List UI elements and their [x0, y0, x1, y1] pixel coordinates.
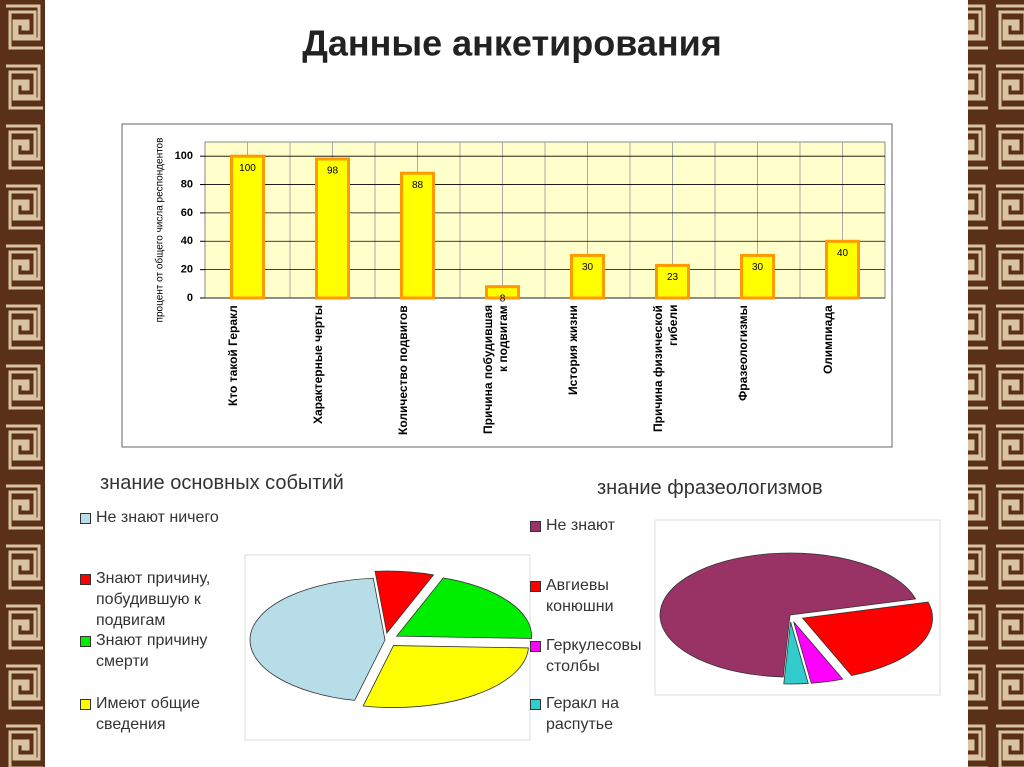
bar: [230, 154, 265, 300]
legend-label: Знают причину, побудившую к подвигам: [96, 570, 211, 629]
pie-slice: [783, 621, 809, 685]
x-tick-label: Причина физической гибели: [650, 305, 680, 432]
legend-swatch: [80, 574, 91, 585]
pie-slice: [374, 570, 435, 634]
x-tick-label: Количество подвигов: [395, 305, 410, 435]
y-tick-label: 40: [181, 235, 193, 247]
legend-swatch: [80, 636, 91, 647]
border-left: [0, 0, 45, 767]
value-label: 98: [327, 166, 339, 177]
legend-swatch: [530, 521, 541, 532]
bar: [570, 253, 605, 300]
bar: [655, 263, 690, 300]
pie-slice: [395, 577, 532, 639]
value-label: 8: [500, 293, 506, 304]
y-tick-label: 20: [181, 264, 193, 276]
x-tick-label: Кто такой Геракл: [225, 305, 240, 406]
bar: [825, 239, 860, 300]
pie-title: знание фразеологизмов: [597, 477, 823, 499]
legend-label: Геркулесовы столбы: [546, 637, 642, 675]
legend-swatch: [530, 641, 541, 652]
y-tick-label: 80: [181, 178, 193, 190]
y-axis-label: процент от общего числа респондентов: [154, 138, 166, 323]
pie-slice: [249, 577, 386, 701]
pie-slice: [793, 621, 844, 684]
pie-title: знание основных событий: [100, 472, 344, 494]
value-label: 100: [239, 163, 256, 174]
legend-label: Не знают ничего: [96, 509, 219, 526]
legend-label: Авгиевы конюшни: [546, 577, 614, 615]
value-label: 30: [752, 262, 764, 273]
bar: [740, 253, 775, 300]
legend-swatch: [80, 513, 91, 524]
bar: [485, 285, 520, 300]
x-tick-label: История жизни: [565, 305, 580, 395]
x-tick-label: Характерные черты: [310, 305, 325, 425]
y-tick-label: 0: [187, 292, 193, 304]
value-label: 30: [582, 262, 594, 273]
pie-slice: [801, 601, 933, 676]
legend-swatch: [80, 699, 91, 710]
pie-slice: [362, 645, 529, 708]
legend-swatch: [530, 581, 541, 592]
value-label: 88: [412, 180, 424, 191]
y-tick-label: 60: [181, 207, 193, 219]
slide-title: Данные анкетирования: [302, 23, 722, 64]
x-tick-label: Олимпиада: [820, 305, 835, 374]
x-tick-label: Фразеологизмы: [735, 305, 750, 401]
value-label: 40: [837, 248, 849, 259]
legend-label: Знают причину смерти: [96, 632, 208, 670]
x-tick-label: Причина побудившая к подвигам: [480, 305, 510, 435]
bar: [315, 157, 350, 300]
legend-label: Не знают: [546, 517, 615, 534]
border-right: [968, 0, 1024, 767]
pie-slice: [659, 552, 917, 678]
bar: [400, 171, 435, 300]
legend-label: Имеют общие сведения: [96, 695, 200, 733]
y-tick-label: 100: [175, 150, 193, 162]
legend-swatch: [530, 699, 541, 710]
value-label: 23: [667, 272, 679, 283]
legend-label: Геракл на распутье: [546, 695, 619, 733]
